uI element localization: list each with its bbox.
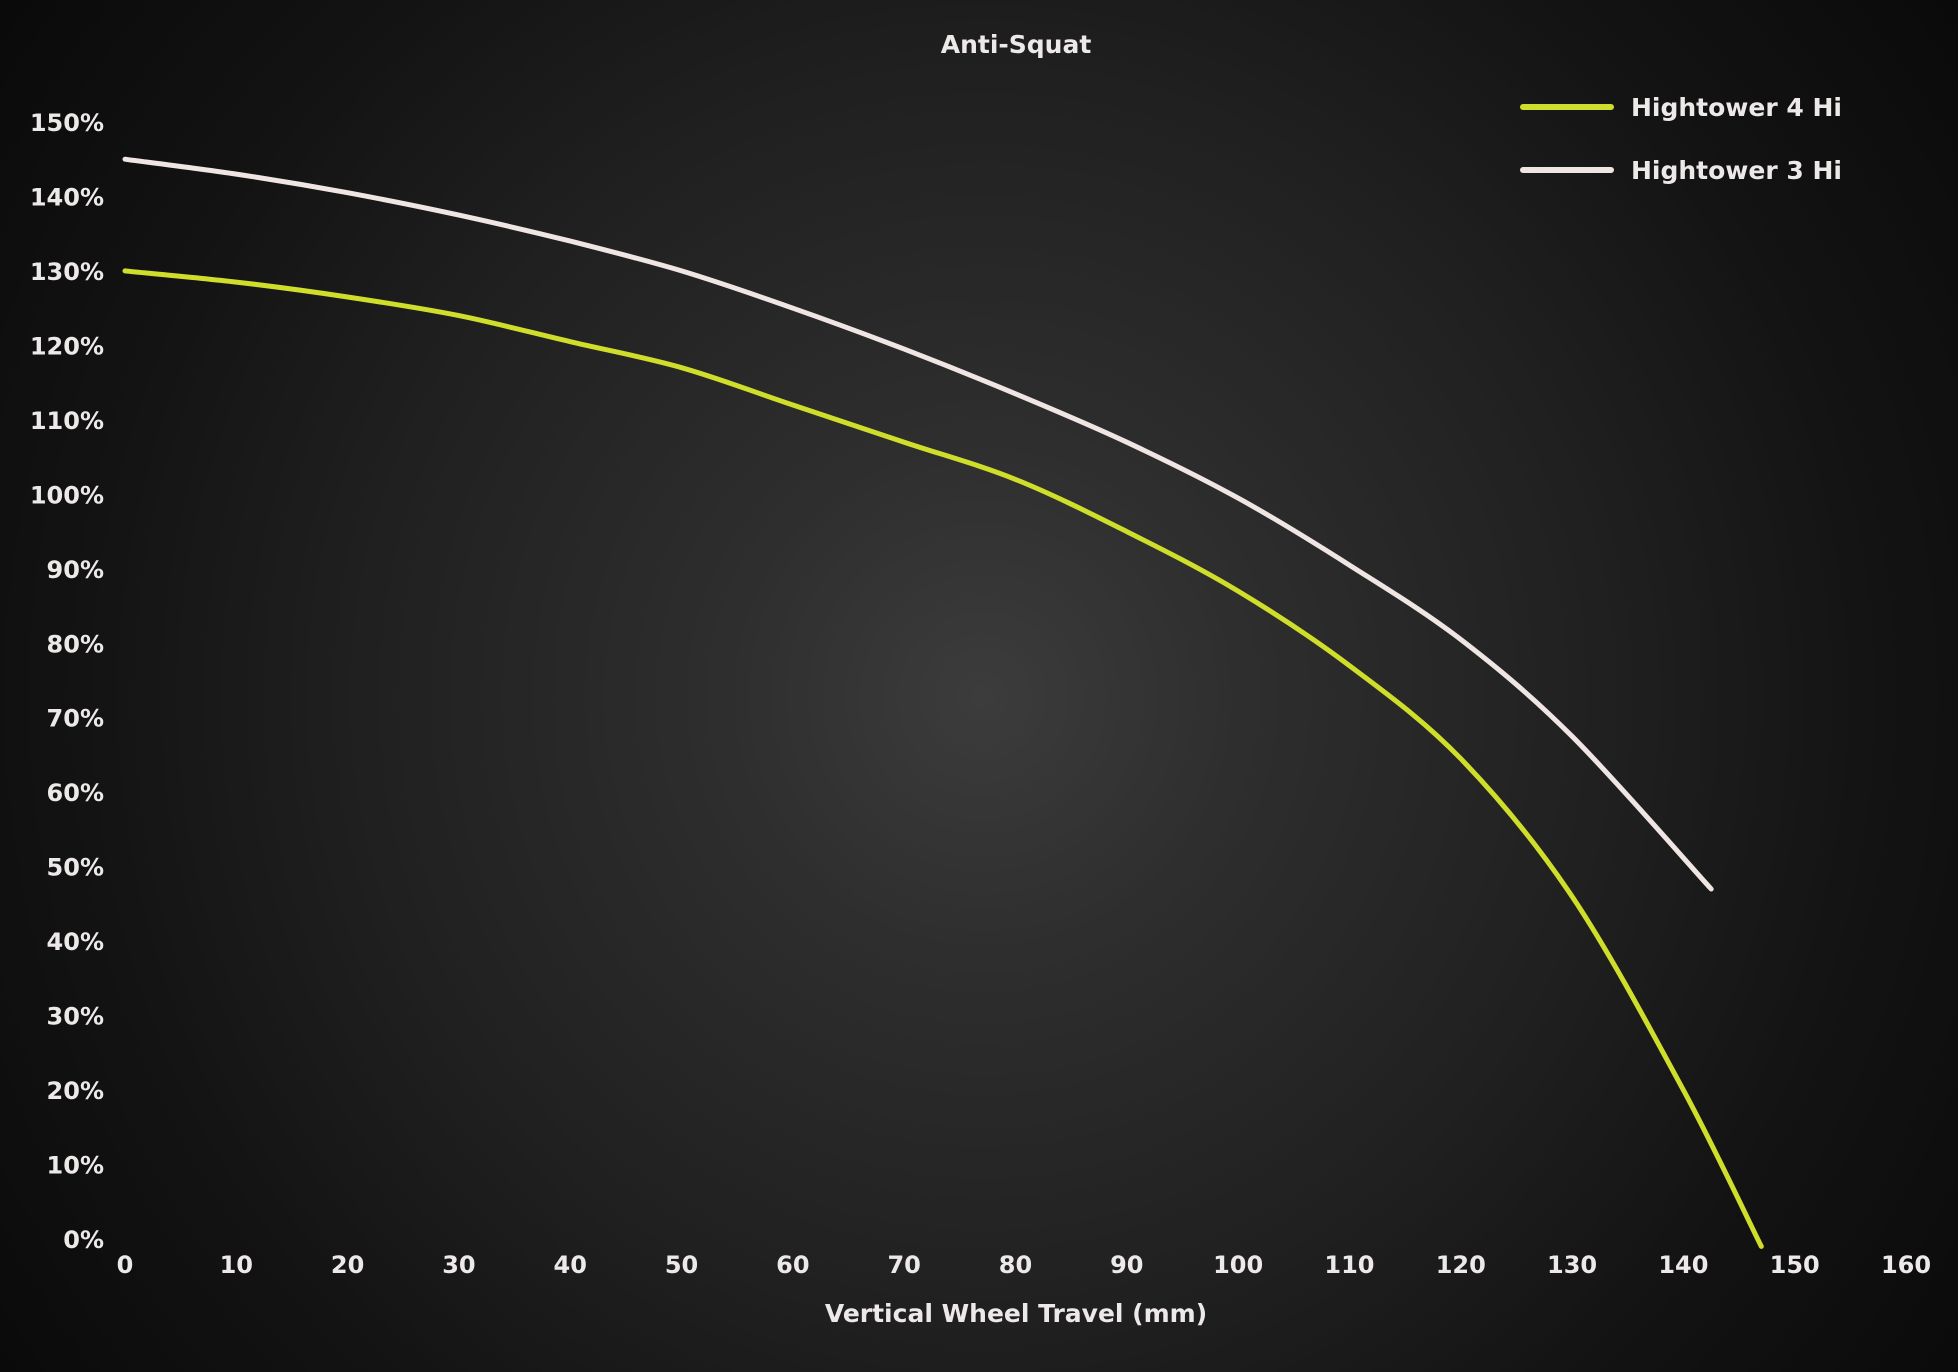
y-tick-label: 150% (30, 109, 104, 137)
x-axis-tick-labels: 0 10 20 30 40 50 60 70 80 90 100 110 120 130 140 150 160 (117, 1251, 1931, 1279)
x-tick-label: 50 (665, 1251, 698, 1279)
x-tick-label: 140 (1658, 1251, 1708, 1279)
series-lines (122, 156, 1764, 1249)
x-tick-label: 160 (1881, 1251, 1931, 1279)
legend-label-2: Hightower 3 Hi (1631, 156, 1842, 185)
x-tick-label: 130 (1547, 1251, 1597, 1279)
x-tick-label: 150 (1770, 1251, 1820, 1279)
x-tick-label: 30 (442, 1251, 475, 1279)
y-tick-label: 130% (30, 258, 104, 286)
y-tick-label: 70% (47, 705, 104, 733)
x-tick-label: 70 (887, 1251, 920, 1279)
x-tick-label: 0 (117, 1251, 134, 1279)
legend: Hightower 4 Hi Hightower 3 Hi (1520, 93, 1842, 185)
y-tick-label: 120% (30, 332, 104, 360)
series-line-2 (122, 156, 1714, 892)
chart-title: Anti-Squat (941, 30, 1092, 59)
y-tick-label: 100% (30, 481, 104, 509)
y-tick-label: 60% (47, 779, 104, 807)
y-tick-label: 90% (47, 556, 104, 584)
x-tick-label: 110 (1324, 1251, 1374, 1279)
series-line-1 (122, 268, 1764, 1249)
y-axis-tick-labels: 0% 10% 20% 30% 40% 50% 60% 70% 80% 90% 100% 110% 120… (30, 109, 104, 1254)
x-tick-label: 60 (776, 1251, 809, 1279)
y-tick-label: 20% (47, 1077, 104, 1105)
y-tick-label: 50% (47, 854, 104, 882)
x-tick-label: 120 (1436, 1251, 1486, 1279)
x-axis-label: Vertical Wheel Travel (mm) (825, 1299, 1207, 1328)
legend-label-1: Hightower 4 Hi (1631, 93, 1842, 122)
y-tick-label: 140% (30, 183, 104, 211)
y-tick-label: 80% (47, 630, 104, 658)
x-tick-label: 20 (331, 1251, 364, 1279)
y-tick-label: 110% (30, 407, 104, 435)
y-tick-label: 0% (63, 1226, 104, 1254)
x-tick-label: 10 (220, 1251, 253, 1279)
y-tick-label: 40% (47, 928, 104, 956)
x-tick-label: 80 (999, 1251, 1032, 1279)
y-tick-label: 30% (47, 1003, 104, 1031)
y-tick-label: 10% (47, 1152, 104, 1180)
x-tick-label: 40 (554, 1251, 587, 1279)
x-tick-label: 100 (1213, 1251, 1263, 1279)
x-tick-label: 90 (1110, 1251, 1143, 1279)
